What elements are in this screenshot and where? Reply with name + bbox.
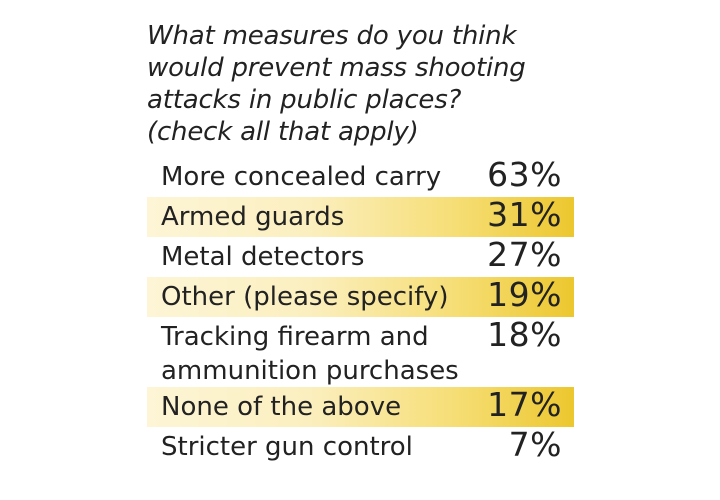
result-label-line: Other (please specify)	[161, 282, 449, 312]
question-line: (check all that apply)	[147, 117, 419, 147]
result-label-line: None of the above	[161, 392, 402, 422]
result-value: 7%	[508, 425, 562, 464]
survey-question: What measures do you think would prevent…	[147, 20, 587, 148]
result-label: Armed guards	[161, 200, 344, 234]
result-label-line: Tracking firearm and	[161, 322, 429, 352]
result-row: Metal detectors 27%	[147, 235, 574, 277]
result-label-line: Metal detectors	[161, 242, 365, 272]
question-line: What measures do you think	[147, 21, 517, 51]
result-value: 18%	[487, 315, 562, 354]
result-label-line: Stricter gun control	[161, 432, 413, 462]
result-row: More concealed carry 63%	[147, 155, 574, 197]
result-value: 27%	[487, 235, 562, 274]
result-value: 19%	[487, 275, 562, 314]
result-label: Stricter gun control	[161, 430, 413, 464]
result-label: None of the above	[161, 390, 401, 424]
result-label: Other (please specify)	[161, 280, 449, 314]
results-table: More concealed carry 63% Armed guards 31% Me…	[147, 155, 574, 467]
question-line: would prevent mass shooting	[147, 53, 526, 83]
result-label-line: ammunition purchases	[161, 356, 459, 386]
result-label: More concealed carry	[161, 160, 441, 194]
result-value: 31%	[487, 195, 562, 234]
result-label-line: More concealed carry	[161, 162, 442, 192]
result-label: Tracking firearm and ammunition purchases	[161, 320, 459, 388]
result-value: 63%	[487, 155, 562, 194]
result-row: Stricter gun control 7%	[147, 425, 574, 467]
result-row: Other (please specify) 19%	[147, 275, 574, 317]
result-label-line: Armed guards	[161, 202, 345, 232]
result-row: Tracking firearm and ammunition purchases…	[147, 315, 574, 388]
result-row: Armed guards 31%	[147, 195, 574, 237]
result-row: None of the above 17%	[147, 385, 574, 427]
result-label: Metal detectors	[161, 240, 364, 274]
result-value: 17%	[487, 385, 562, 424]
question-line: attacks in public places?	[147, 85, 462, 115]
